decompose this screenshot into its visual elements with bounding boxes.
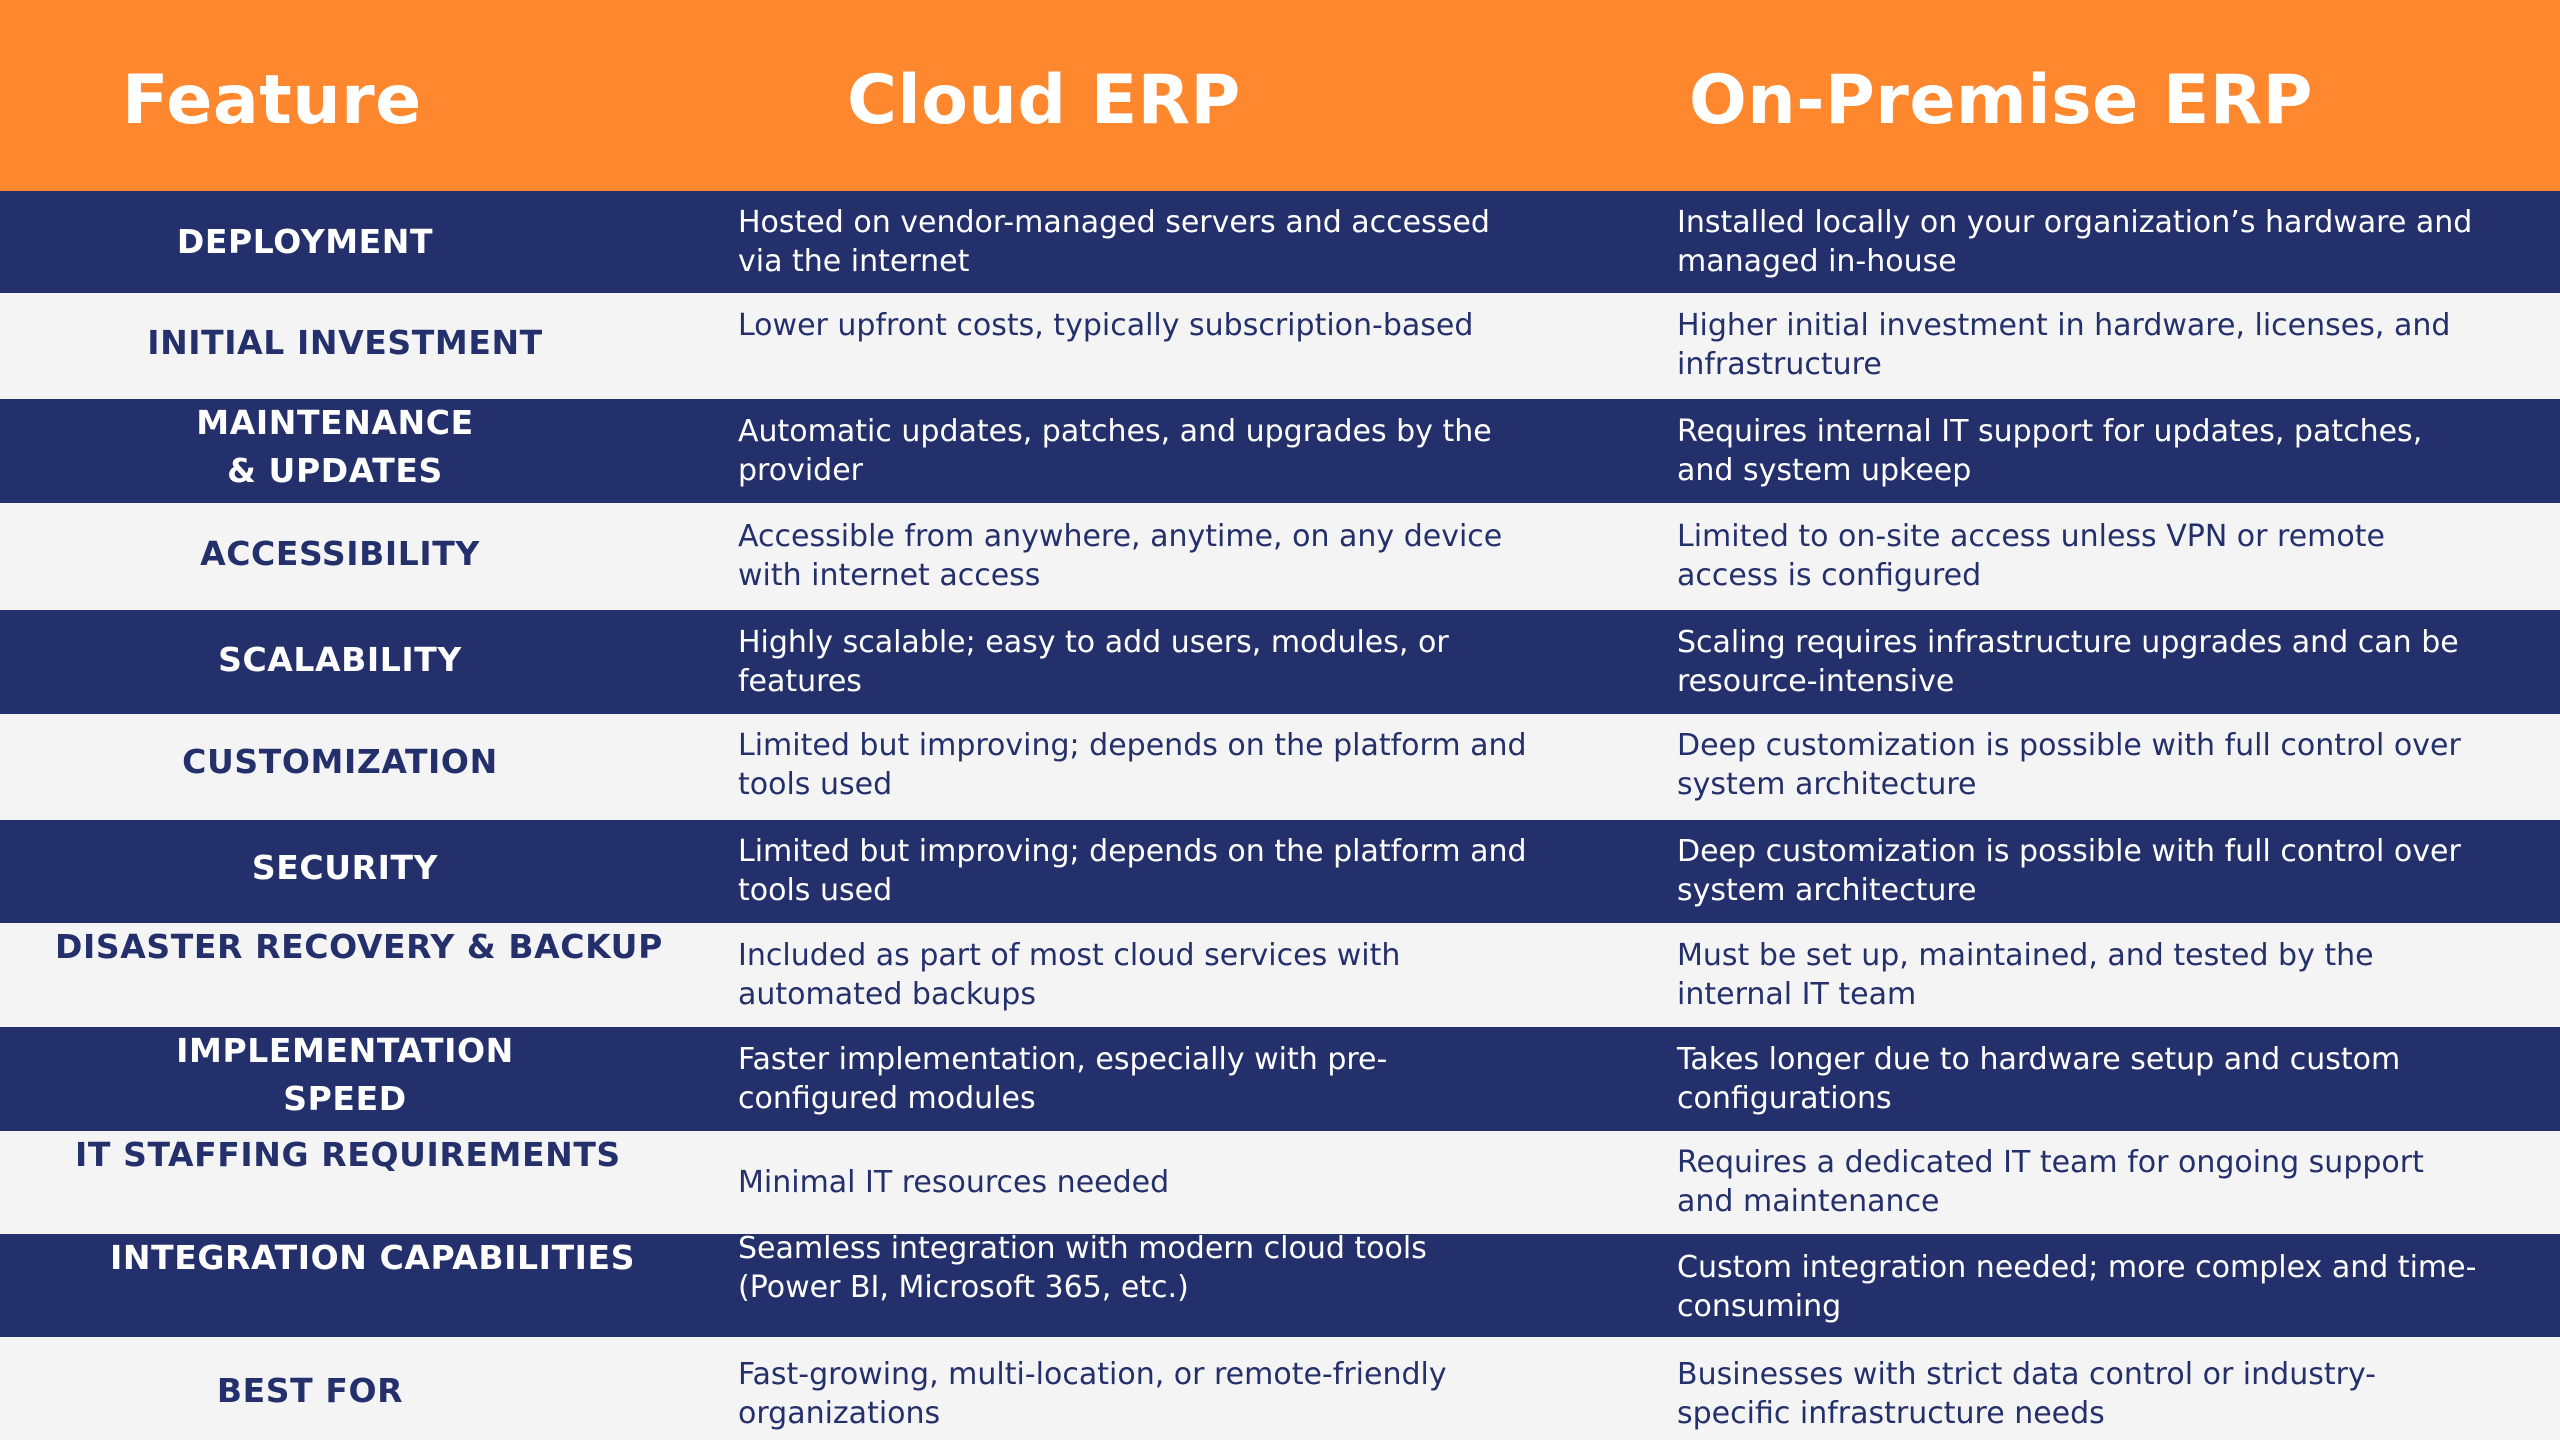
table-row: SCALABILITY Highly scalable; easy to add…	[0, 610, 2560, 714]
feature-label: CUSTOMIZATION	[182, 742, 498, 781]
onprem-cell: Businesses with strict data control or i…	[1677, 1357, 2376, 1431]
table-row: SECURITY Limited but improving; depends …	[0, 820, 2560, 923]
cloud-cell: Seamless integration with modern cloud t…	[738, 1231, 1427, 1305]
onprem-cell: Installed locally on your organization’s…	[1677, 205, 2473, 279]
cloud-cell: Minimal IT resources needed	[738, 1165, 1170, 1200]
feature-label: BEST FOR	[216, 1371, 404, 1410]
cloud-cell: Hosted on vendor-managed servers and acc…	[738, 205, 1490, 279]
cloud-cell: Limited but improving; depends on the pl…	[738, 834, 1527, 908]
feature-label-line2: SPEED	[283, 1079, 407, 1118]
feature-label-line2: & UPDATES	[227, 451, 443, 490]
feature-label: INTEGRATION CAPABILITIES	[110, 1238, 636, 1277]
table-row: IMPLEMENTATION SPEED Faster implementati…	[0, 1027, 2560, 1131]
feature-label-line1: IMPLEMENTATION	[176, 1031, 514, 1070]
header-feature: Feature	[122, 61, 422, 140]
table-row: DISASTER RECOVERY & BACKUP Included as p…	[0, 923, 2560, 1027]
cloud-cell: Limited but improving; depends on the pl…	[738, 728, 1527, 802]
table-header: Feature Cloud ERP On-Premise ERP	[0, 0, 2560, 191]
feature-label: IT STAFFING REQUIREMENTS	[75, 1135, 621, 1174]
cloud-cell: Fast-growing, multi-location, or remote-…	[738, 1357, 1447, 1431]
cloud-cell: Included as part of most cloud services …	[738, 938, 1401, 1012]
table-row: MAINTENANCE & UPDATES Automatic updates,…	[0, 399, 2560, 503]
table-row: INTEGRATION CAPABILITIES Seamless integr…	[0, 1231, 2560, 1337]
feature-label: DEPLOYMENT	[176, 222, 434, 261]
cloud-cell: Accessible from anywhere, anytime, on an…	[738, 519, 1503, 593]
onprem-cell: Custom integration needed; more complex …	[1677, 1250, 2477, 1324]
feature-label: ACCESSIBILITY	[200, 534, 480, 573]
onprem-cell: Requires internal IT support for updates…	[1677, 414, 2423, 488]
onprem-cell: Limited to on-site access unless VPN or …	[1677, 519, 2385, 593]
feature-label: INITIAL INVESTMENT	[147, 323, 543, 362]
cloud-cell: Lower upfront costs, typically subscript…	[738, 308, 1474, 343]
feature-label: SECURITY	[251, 848, 439, 887]
onprem-cell: Must be set up, maintained, and tested b…	[1677, 938, 2374, 1012]
onprem-cell: Deep customization is possible with full…	[1677, 834, 2461, 908]
table-row: INITIAL INVESTMENT Lower upfront costs, …	[0, 293, 2560, 399]
table-row: IT STAFFING REQUIREMENTS Minimal IT reso…	[0, 1131, 2560, 1234]
cloud-cell: Automatic updates, patches, and upgrades…	[738, 414, 1492, 488]
feature-label: SCALABILITY	[218, 640, 462, 679]
cloud-cell: Faster implementation, especially with p…	[738, 1042, 1388, 1116]
table-row: DEPLOYMENT Hosted on vendor-managed serv…	[0, 191, 2560, 293]
cloud-cell: Highly scalable; easy to add users, modu…	[738, 625, 1449, 699]
header-on-premise-erp: On-Premise ERP	[1689, 61, 2314, 140]
onprem-cell: Requires a dedicated IT team for ongoing…	[1677, 1145, 2424, 1219]
table-row: CUSTOMIZATION Limited but improving; dep…	[0, 714, 2560, 820]
onprem-cell: Higher initial investment in hardware, l…	[1677, 308, 2451, 382]
feature-label: DISASTER RECOVERY & BACKUP	[55, 927, 663, 966]
feature-label-line1: MAINTENANCE	[196, 403, 474, 442]
table-row: BEST FOR Fast-growing, multi-location, o…	[0, 1337, 2560, 1440]
header-cloud-erp: Cloud ERP	[847, 61, 1241, 140]
onprem-cell: Takes longer due to hardware setup and c…	[1677, 1042, 2401, 1116]
onprem-cell: Deep customization is possible with full…	[1677, 728, 2461, 802]
onprem-cell: Scaling requires infrastructure upgrades…	[1677, 625, 2459, 699]
table-row: ACCESSIBILITY Accessible from anywhere, …	[0, 503, 2560, 610]
